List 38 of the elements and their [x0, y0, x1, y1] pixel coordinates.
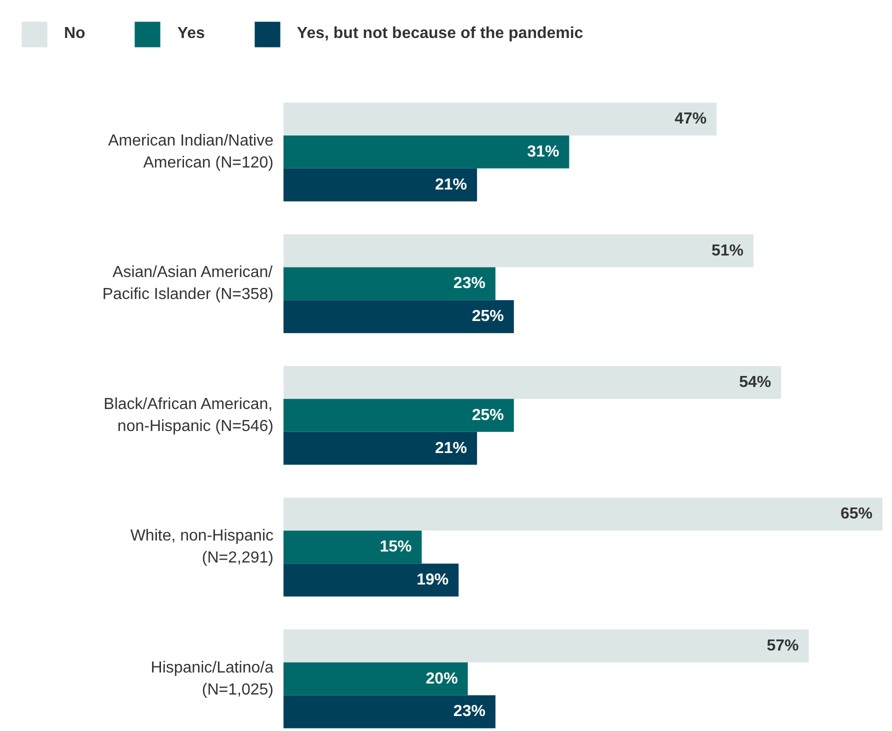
bar [284, 662, 468, 696]
bar [284, 695, 496, 728]
data-label: 23% [453, 275, 486, 292]
data-label: 21% [435, 440, 468, 457]
bar [284, 432, 478, 465]
data-label: 47% [674, 110, 707, 128]
bar [284, 398, 514, 432]
data-label: 54% [739, 374, 772, 391]
data-label: 15% [380, 538, 412, 556]
bar [284, 498, 882, 531]
bar [284, 564, 459, 596]
bar [284, 530, 422, 564]
y-tick-label: White, non-Hispanic (N=2,291) [130, 528, 274, 567]
legend-label: No [64, 25, 86, 43]
data-label: 31% [527, 143, 560, 160]
bar [284, 102, 717, 136]
data-label: 25% [472, 406, 504, 424]
legend-label: Yes [177, 25, 205, 43]
bar [284, 234, 754, 268]
bar [284, 267, 496, 300]
data-label: 51% [711, 242, 744, 260]
data-label: 25% [472, 308, 504, 326]
legend-label: Yes, but not because of the pandemic [296, 25, 584, 43]
bar [284, 168, 478, 202]
y-tick-label: Hispanic/Latino/a (N=1,025) [150, 659, 274, 698]
data-label: 21% [435, 176, 468, 194]
y-tick-label: Black/African American, non-Hispanic (N=546) [104, 396, 274, 435]
bar [284, 300, 514, 334]
data-label: 57% [766, 637, 799, 654]
bar [284, 136, 570, 168]
data-label: 23% [453, 703, 486, 720]
y-tick-label: American Indian/Native American (N=120) [108, 132, 274, 172]
bar [284, 629, 809, 662]
data-label: 19% [416, 572, 449, 589]
data-label: 65% [840, 506, 873, 523]
y-tick-label: Asian/Asian American/ Pacific Islander (N=358) [102, 264, 274, 304]
data-label: 20% [426, 670, 458, 688]
bar [284, 366, 782, 399]
